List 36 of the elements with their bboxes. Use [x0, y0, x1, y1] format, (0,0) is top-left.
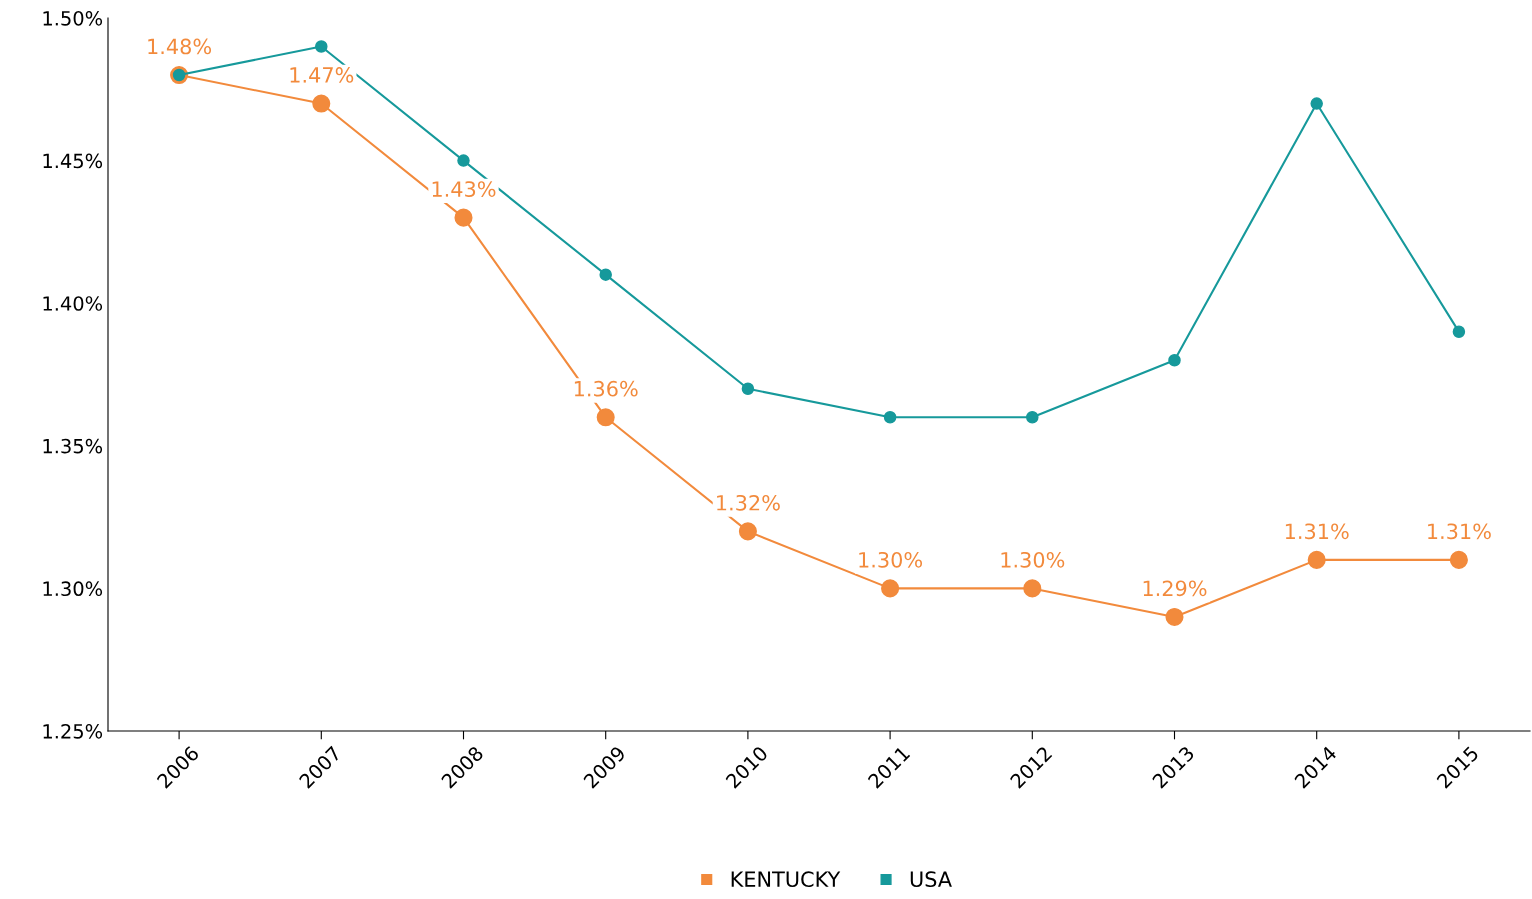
point — [457, 154, 470, 167]
point — [1307, 550, 1326, 569]
legend-label: USA — [910, 871, 952, 888]
y-tick-label: 1.40% — [43, 296, 103, 311]
point — [312, 94, 331, 113]
y-tick-label: 1.30% — [43, 581, 103, 597]
data-label: 1.43% — [432, 181, 496, 197]
data-label: 1.47% — [290, 67, 354, 83]
point — [1449, 550, 1468, 569]
point — [1165, 607, 1184, 626]
point — [454, 208, 473, 227]
y-tick-label: 1.25% — [43, 723, 103, 739]
point — [741, 382, 755, 396]
legend-label: KENTUCKY — [731, 871, 841, 888]
point — [1023, 579, 1042, 598]
point — [883, 411, 897, 424]
data-label: 1.48% — [148, 38, 212, 55]
point — [596, 408, 615, 427]
y-tick-label: 1.45% — [43, 153, 103, 169]
point — [881, 579, 900, 598]
point — [738, 522, 757, 541]
y-tick-label: 1.50% — [43, 10, 103, 26]
data-label: 1.31% — [1285, 523, 1349, 540]
data-label: 1.31% — [1428, 523, 1491, 540]
point — [599, 268, 612, 281]
point — [1452, 325, 1466, 338]
y-tick-label: 1.35% — [43, 438, 103, 454]
point — [1310, 97, 1323, 110]
data-label: 1.30% — [859, 551, 923, 568]
data-label: 1.36% — [574, 380, 638, 397]
data-label: 1.30% — [1001, 551, 1065, 568]
point — [1168, 353, 1181, 367]
point — [315, 40, 328, 53]
data-label: 1.32% — [717, 494, 780, 511]
point — [1026, 411, 1039, 424]
data-label: 1.29% — [1143, 580, 1207, 597]
